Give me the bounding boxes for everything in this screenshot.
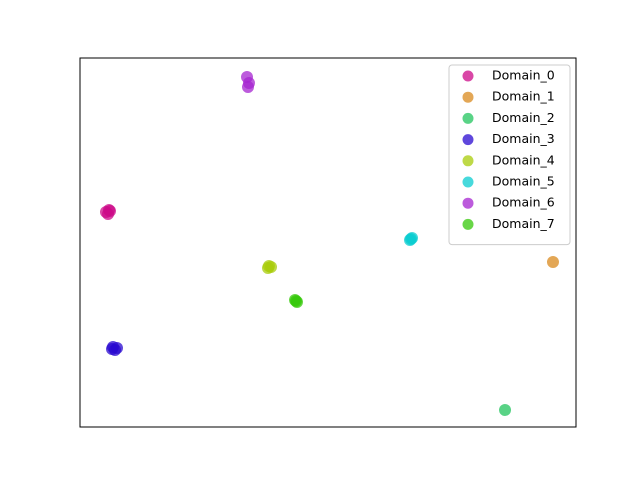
point bbox=[261, 261, 274, 274]
point bbox=[546, 255, 559, 268]
point bbox=[103, 203, 116, 216]
legend-label: Domain_3 bbox=[492, 131, 555, 146]
legend-marker bbox=[462, 197, 474, 209]
legend-marker bbox=[462, 134, 474, 146]
legend-label: Domain_4 bbox=[492, 152, 555, 167]
legend-marker bbox=[462, 112, 474, 124]
legend-label: Domain_0 bbox=[492, 68, 555, 83]
legend-marker bbox=[462, 70, 474, 82]
point bbox=[106, 341, 119, 354]
point bbox=[241, 81, 254, 94]
legend-label: Domain_6 bbox=[492, 195, 555, 210]
legend-marker bbox=[462, 176, 474, 188]
legend-label: Domain_2 bbox=[492, 110, 555, 125]
legend-box bbox=[448, 64, 571, 246]
point bbox=[499, 403, 512, 416]
legend-marker bbox=[462, 155, 474, 167]
point bbox=[289, 293, 302, 306]
legend-label: Domain_1 bbox=[492, 89, 555, 104]
legend-marker bbox=[462, 91, 474, 103]
point bbox=[406, 231, 419, 244]
legend-label: Domain_5 bbox=[492, 174, 555, 189]
legend-marker bbox=[462, 218, 474, 230]
legend-label: Domain_7 bbox=[492, 216, 555, 231]
